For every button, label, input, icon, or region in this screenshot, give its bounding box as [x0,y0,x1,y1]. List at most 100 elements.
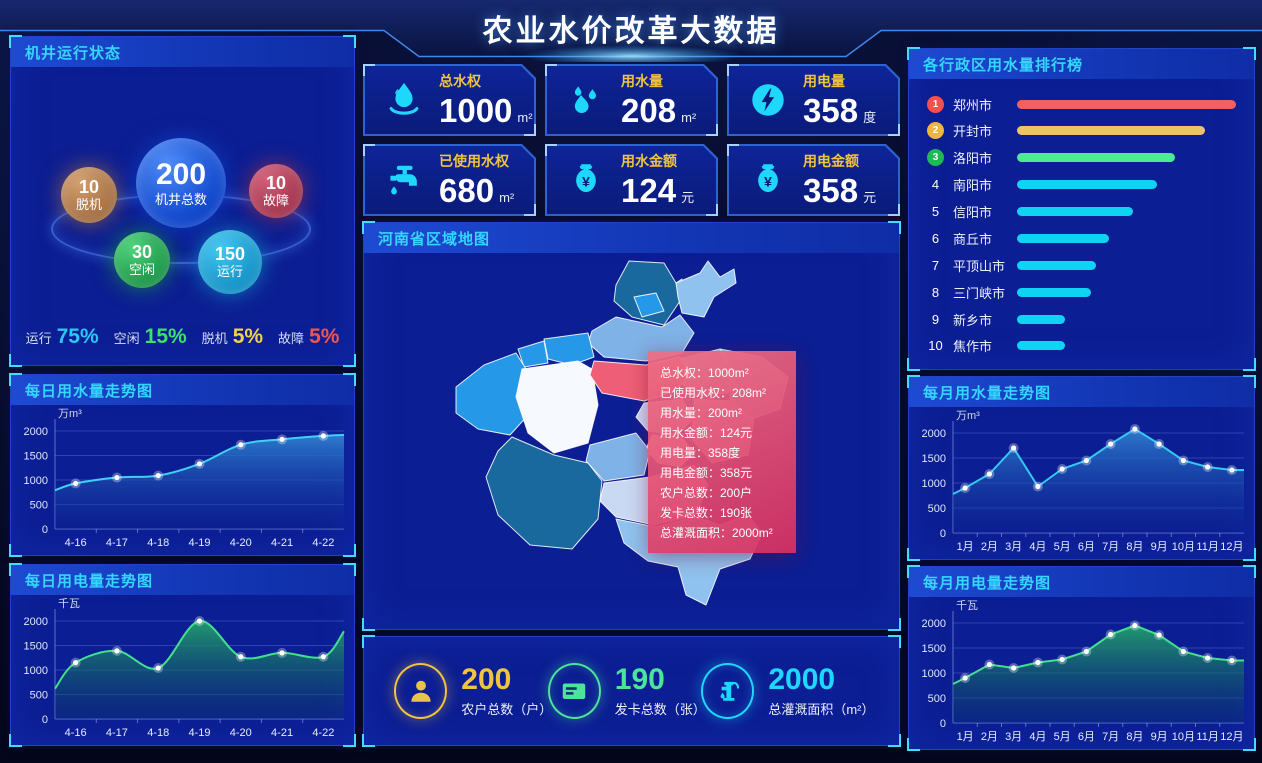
map-region[interactable] [585,432,651,482]
map-region[interactable] [517,340,549,368]
status-bubble-空闲[interactable]: 30 空闲 [114,232,170,288]
tooltip-row-用电金额: 用电金额：358元 [660,466,753,480]
rank-bar[interactable] [1017,233,1109,243]
每月用水量走势图-svg: 0 500 1000 1500 2000 万m³ 1月 2月 3月 4月 5月 6月 7月 8月 9月 10月… [922,410,1244,553]
map-region[interactable] [515,360,599,454]
rank-city: 洛阳市 [953,151,993,167]
data-point[interactable] [962,485,968,491]
percent-item-空闲: 空闲 15% [114,325,187,349]
status-bubble-机井总数[interactable]: 200 机井总数 [136,138,226,228]
daily-water-panel-title: 每日用水量走势图 [11,375,354,405]
data-point[interactable] [1229,657,1235,664]
svg-text:0: 0 [940,528,946,540]
data-point[interactable] [279,650,285,656]
svg-text:¥: ¥ [582,175,590,191]
rank-bar-track [1017,341,1236,351]
data-point[interactable] [1083,648,1089,655]
data-point[interactable] [114,648,120,654]
svg-text:1500: 1500 [24,641,48,653]
data-point[interactable] [1156,441,1162,447]
well-status-panel-title: 机井运行状态 [11,37,354,67]
daily-power-panel: 每日用电量走势图 0 500 1000 1500 2000 千瓦 4-16 4-17 4-18 4… [9,563,356,747]
data-point[interactable] [238,654,244,660]
rank-bar[interactable] [1017,180,1158,190]
stat-card-unit: 元 [681,189,695,205]
tooltip-row-发卡总数: 发卡总数：190张 [660,506,753,520]
data-point[interactable] [1035,659,1041,666]
data-point[interactable] [1108,441,1114,447]
rank-bar[interactable] [1017,341,1066,351]
status-bubble-故障[interactable]: 10 故障 [249,164,303,218]
ranking-body: 1 郑州市 2 开封市 3 洛阳市 4 南阳市 5 信阳市 6 商丘市 7 平顶… [909,79,1254,369]
stat-card-value: 358 [803,171,859,209]
data-point[interactable] [986,661,992,668]
data-point[interactable] [320,433,326,439]
rank-bar[interactable] [1017,99,1236,109]
monthly-power-chart[interactable]: 0 500 1000 1500 2000 千瓦 1月 2月 3月 4月 5月 6月 7月 8月 9月 10月 1… [909,597,1254,749]
data-point[interactable] [196,461,203,467]
monthly-water-chart[interactable]: 0 500 1000 1500 2000 万m³ 1月 2月 3月 4月 5月 6月 7月 8月 9月 10月… [909,407,1254,559]
status-bubble-运行[interactable]: 150 运行 [198,230,262,294]
map-region[interactable] [633,292,665,318]
data-point[interactable] [320,654,326,660]
well-status-percents: 运行 75% 空闲 15% 脱机 5% 故障 5% [11,325,354,349]
data-point[interactable] [1011,445,1017,451]
data-point[interactable] [155,665,161,671]
data-point[interactable] [1011,665,1017,671]
corner-accent [1243,738,1256,751]
data-point[interactable] [155,472,161,479]
status-bubble-脱机[interactable]: 10 脱机 [61,167,117,223]
rank-bar[interactable] [1017,126,1206,136]
daily-power-chart[interactable]: 0 500 1000 1500 2000 千瓦 4-16 4-17 4-18 4-19 4-20 4-… [11,595,354,745]
svg-text:12月: 12月 [1220,541,1243,553]
data-point[interactable] [1156,632,1162,638]
bottom-stat-value: 190 [614,662,665,696]
data-point[interactable] [1205,464,1211,470]
map-region[interactable] [587,314,695,362]
data-point[interactable] [1180,648,1186,655]
svg-text:千瓦: 千瓦 [58,597,80,610]
corner-accent [888,204,900,216]
svg-text:9月: 9月 [1151,541,1168,553]
data-point[interactable] [1180,457,1186,464]
data-point[interactable] [73,660,79,666]
data-point[interactable] [962,675,968,681]
rank-badge: 8 [931,284,940,300]
henan-map[interactable] [364,253,899,631]
rank-city: 信阳市 [953,205,993,220]
data-point[interactable] [1035,483,1041,490]
stat-card-label: 用水量 [621,72,663,89]
bubble-label: 机井总数 [154,191,207,207]
rank-bar[interactable] [1017,153,1175,163]
data-point[interactable] [986,471,992,477]
svg-text:¥: ¥ [764,175,772,191]
map-region[interactable] [485,436,603,550]
svg-text:1000: 1000 [922,478,946,490]
rank-bar[interactable] [1017,287,1092,297]
svg-text:4-19: 4-19 [188,537,210,549]
stat-card-value: 208 [621,91,677,129]
data-point[interactable] [1205,655,1211,661]
data-point[interactable] [279,436,285,442]
data-point[interactable] [196,618,203,624]
data-point[interactable] [1132,426,1138,432]
daily-water-chart[interactable]: 0 500 1000 1500 2000 万m³ 4-16 4-17 4-18 4-19 4-20 4… [11,405,354,555]
data-point[interactable] [1059,656,1065,663]
map-region[interactable] [675,260,737,318]
data-point[interactable] [1059,466,1065,472]
rank-bar[interactable] [1017,207,1134,216]
data-point[interactable] [73,480,79,487]
rank-row-洛阳市: 3 洛阳市 [927,145,1236,171]
data-point[interactable] [114,474,120,481]
rank-row-郑州市: 1 郑州市 [927,91,1236,117]
data-point[interactable] [238,442,244,448]
data-point[interactable] [1083,457,1089,464]
data-point[interactable] [1132,622,1138,629]
data-point[interactable] [1229,467,1235,473]
data-point[interactable] [1108,631,1114,638]
corner-accent [888,734,901,747]
corner-accent [907,358,920,371]
rank-bar[interactable] [1017,260,1096,270]
rank-bar[interactable] [1017,314,1066,324]
map-region[interactable] [543,332,595,366]
